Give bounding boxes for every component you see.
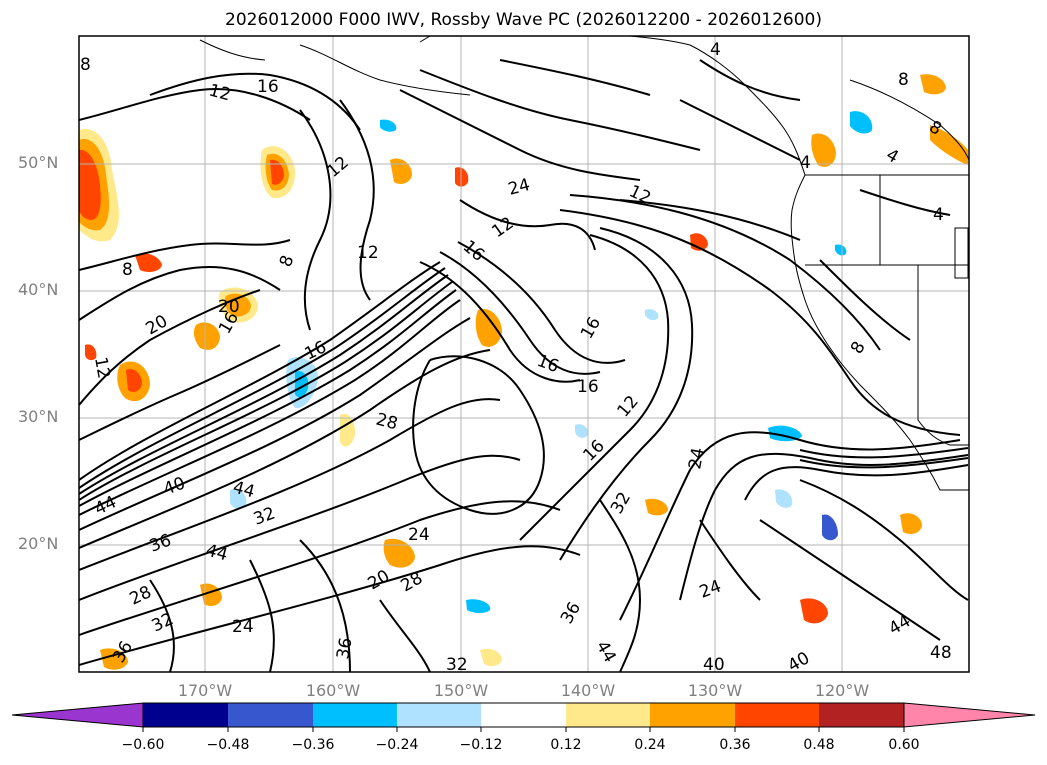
lon-label-160w: 160°W	[305, 681, 361, 700]
lat-label-40n: 40°N	[18, 280, 59, 299]
contour-label: 40	[161, 474, 188, 500]
graticule	[79, 36, 969, 672]
positive-anomaly-patches	[79, 74, 968, 670]
colorbar-segment	[481, 703, 566, 727]
contour-label: 24	[697, 577, 724, 603]
contour-label: 28	[127, 582, 155, 609]
lon-label-140w: 140°W	[560, 681, 616, 700]
map-border	[78, 35, 970, 673]
colorbar-segment	[143, 703, 228, 727]
contour-label: 20	[143, 311, 172, 339]
contour-label: 36	[333, 636, 356, 661]
colorbar	[11, 702, 1036, 732]
contour-label: 16	[579, 436, 608, 465]
lon-label-150w: 150°W	[433, 681, 489, 700]
contour-label: 12	[357, 243, 379, 263]
contour-label: 8	[276, 253, 298, 270]
colorbar-tick-label: 0.12	[550, 737, 582, 753]
contour-label: 12	[626, 181, 654, 208]
contour-label: 16	[534, 351, 561, 377]
colorbar-extend-low	[11, 702, 144, 728]
contour-label: 32	[251, 504, 278, 530]
contour-label: 8	[122, 260, 133, 280]
colorbar-tick-label: −0.48	[206, 737, 250, 753]
contour-label: 24	[506, 175, 532, 200]
contour-label: 8	[898, 70, 909, 90]
colorbar-tick-label: 0.60	[888, 737, 920, 753]
iwv-contours	[79, 59, 969, 672]
contour-label: 28	[374, 410, 400, 435]
colorbar-tick-label: 0.36	[719, 737, 751, 753]
contour-label: 44	[592, 638, 620, 667]
contour-label: 4	[710, 40, 721, 60]
contour-label: 12	[90, 355, 113, 380]
colorbar-segment	[228, 703, 313, 727]
lat-label-20n: 20°N	[18, 534, 59, 553]
colorbar-tick-label: −0.24	[375, 737, 419, 753]
contour-label: 12	[323, 153, 352, 182]
colorbar-tick-label: −0.12	[459, 737, 503, 753]
contour-label: 20	[365, 566, 394, 594]
contour-label: 4	[933, 205, 944, 225]
colorbar-tick-label: 0.24	[634, 737, 666, 753]
contour-label: 4	[800, 153, 811, 173]
contour-label: 16	[577, 314, 605, 343]
contour-label: 16	[257, 77, 279, 97]
contour-label: 36	[557, 599, 585, 628]
contour-label: 8	[847, 338, 870, 357]
colorbar-tick-label: −0.36	[291, 737, 335, 753]
lat-label-50n: 50°N	[18, 153, 59, 172]
coastline	[199, 36, 969, 491]
colorbar-segment	[650, 703, 735, 727]
contour-label: 8	[80, 55, 91, 75]
contour-label: 24	[232, 617, 254, 637]
colorbar-extend-high	[903, 702, 1036, 728]
colorbar-tick-label: 0.48	[803, 737, 835, 753]
colorbar-segment	[819, 703, 904, 727]
colorbar-segment	[735, 703, 819, 727]
lon-label-130w: 130°W	[687, 681, 743, 700]
negative-anomaly-patches	[230, 111, 873, 613]
colorbar-segment	[313, 703, 397, 727]
contour-label: 20	[218, 297, 240, 317]
contour-label: 28	[398, 568, 427, 596]
colorbar-segment	[566, 703, 650, 727]
lon-label-170w: 170°W	[177, 681, 233, 700]
lon-label-120w: 120°W	[814, 681, 870, 700]
contour-label: 24	[408, 525, 430, 545]
colorbar-tick-label: −0.60	[121, 737, 165, 753]
contour-label: 32	[607, 489, 635, 518]
lat-label-30n: 30°N	[18, 407, 59, 426]
contour-label: 24	[685, 446, 708, 471]
contour-label: 44	[886, 611, 915, 639]
contour-label: 40	[703, 655, 725, 675]
contour-label: 12	[207, 81, 233, 106]
colorbar-segment	[397, 703, 481, 727]
contour-label: 16	[577, 377, 599, 397]
contour-label: 32	[446, 655, 468, 675]
contour-label: 16	[459, 237, 488, 266]
contour-label: 12	[614, 392, 643, 421]
contour-label: 48	[930, 643, 952, 663]
contour-label: 44	[204, 541, 230, 566]
map-title: 2026012000 F000 IWV, Rossby Wave PC (202…	[225, 10, 822, 30]
